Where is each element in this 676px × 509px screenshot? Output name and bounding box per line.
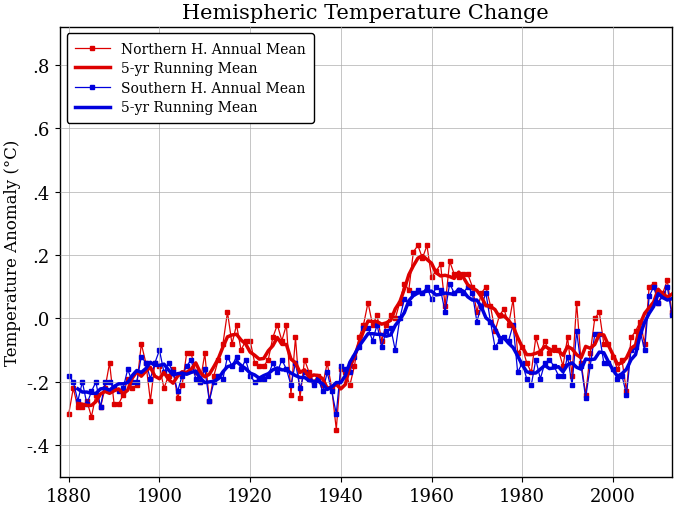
Northern H. Annual Mean xyxy=(65,411,73,417)
Southern H. Annual Mean xyxy=(332,411,340,417)
Line: 5-yr Running Mean: 5-yr Running Mean xyxy=(78,179,676,393)
5-yr Running Mean xyxy=(581,356,589,362)
Northern H. Annual Mean xyxy=(654,300,662,306)
Northern H. Annual Mean xyxy=(128,385,137,391)
Southern H. Annual Mean xyxy=(291,360,299,366)
Northern H. Annual Mean xyxy=(291,335,299,341)
5-yr Running Mean xyxy=(128,375,137,381)
5-yr Running Mean xyxy=(291,360,299,366)
5-yr Running Mean xyxy=(341,373,349,379)
Northern H. Annual Mean xyxy=(332,427,340,433)
5-yr Running Mean xyxy=(650,304,658,310)
Line: Northern H. Annual Mean: Northern H. Annual Mean xyxy=(66,60,676,432)
5-yr Running Mean xyxy=(128,373,137,379)
5-yr Running Mean xyxy=(581,344,589,350)
Southern H. Annual Mean xyxy=(654,300,662,306)
Northern H. Annual Mean xyxy=(346,382,354,388)
5-yr Running Mean xyxy=(650,299,658,305)
Line: 5-yr Running Mean: 5-yr Running Mean xyxy=(78,84,676,406)
Title: Hemispheric Temperature Change: Hemispheric Temperature Change xyxy=(183,4,549,23)
5-yr Running Mean xyxy=(341,382,349,388)
Southern H. Annual Mean xyxy=(586,363,594,370)
5-yr Running Mean xyxy=(291,373,299,379)
Southern H. Annual Mean xyxy=(65,373,73,379)
Southern H. Annual Mean xyxy=(346,370,354,376)
Y-axis label: Temperature Anomaly (°C): Temperature Anomaly (°C) xyxy=(4,139,21,365)
Southern H. Annual Mean xyxy=(128,379,137,385)
Northern H. Annual Mean xyxy=(586,351,594,357)
Line: Southern H. Annual Mean: Southern H. Annual Mean xyxy=(66,158,676,416)
Legend: Northern H. Annual Mean, 5-yr Running Mean, Southern H. Annual Mean, 5-yr Runnin: Northern H. Annual Mean, 5-yr Running Me… xyxy=(67,35,314,124)
